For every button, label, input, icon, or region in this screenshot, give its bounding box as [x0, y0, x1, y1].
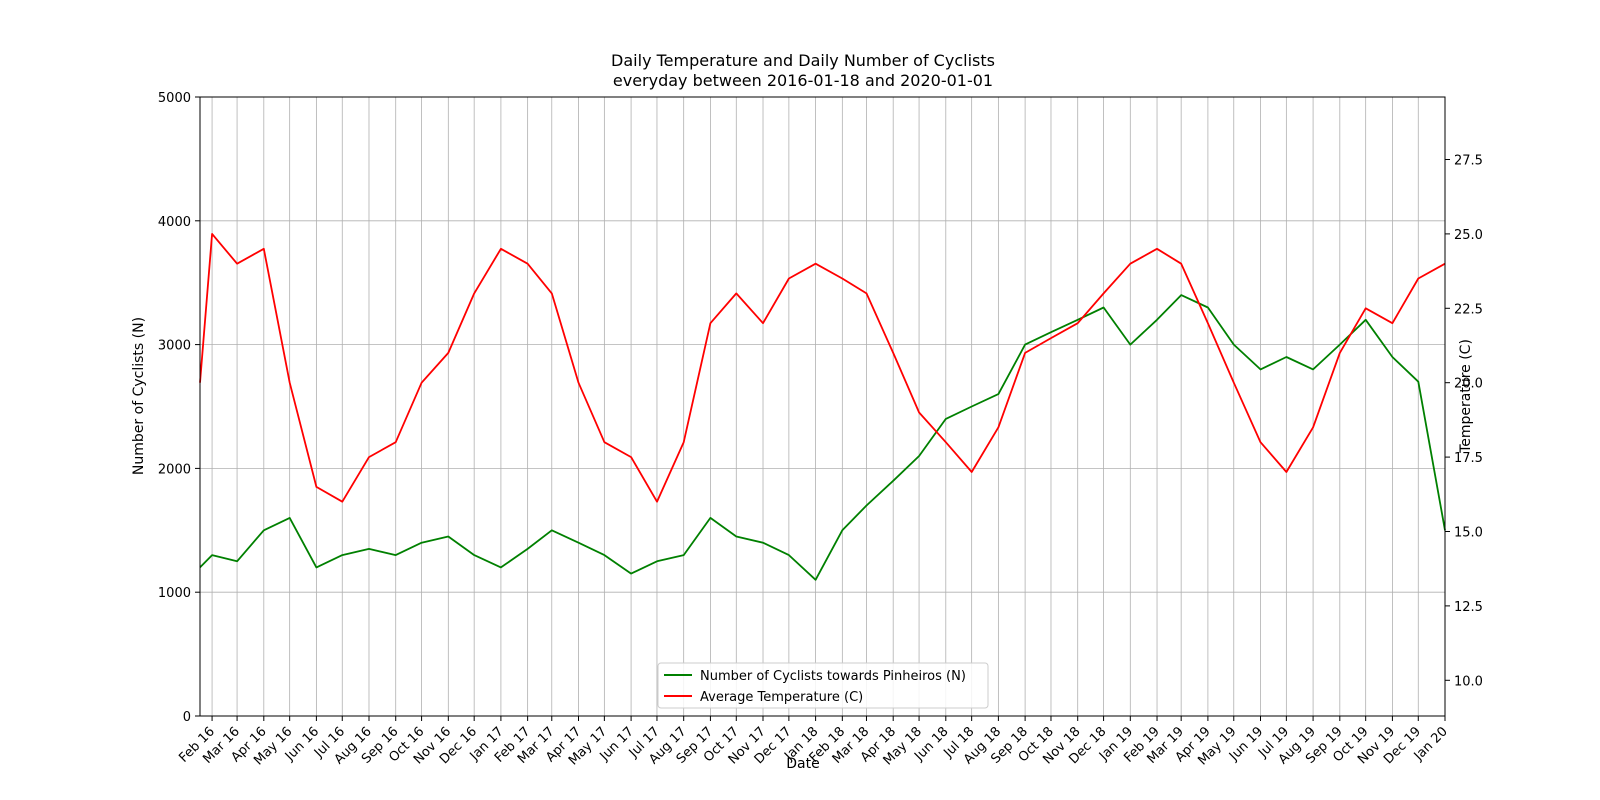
axes	[195, 96, 1450, 721]
y-axis-title: Number of Cyclists (N)	[131, 317, 147, 475]
y2-tick-label: 12.5	[1454, 600, 1483, 615]
plot-frame	[199, 96, 1446, 717]
y-tick-label: 4000	[158, 215, 191, 230]
y2-tick-label: 17.5	[1454, 451, 1483, 466]
y-tick-label: 2000	[158, 462, 191, 477]
y2-tick-label: 27.5	[1454, 153, 1483, 168]
legend: Number of Cyclists towards Pinheiros (N)…	[657, 662, 989, 709]
y2-axis-title: Temperature (C)	[1458, 339, 1474, 454]
legend-label-temperature: Average Temperature (C)	[700, 690, 863, 705]
y2-tick-label: 15.0	[1454, 525, 1483, 540]
series-layer	[199, 232, 1446, 581]
y-tick-label: 3000	[158, 339, 191, 354]
y2-tick-label: 20.0	[1454, 377, 1483, 392]
y-tick-label: 0	[183, 710, 191, 725]
y2-tick-label: 10.0	[1454, 674, 1483, 689]
y2-tick-label: 22.5	[1454, 302, 1483, 317]
series-line-0	[199, 294, 1446, 581]
chart-title: Daily Temperature and Daily Number of Cy…	[611, 51, 995, 70]
legend-label-cyclists: Number of Cyclists towards Pinheiros (N)	[700, 669, 966, 684]
grid-lines	[200, 96, 1446, 717]
series-line-1	[199, 232, 1446, 503]
x-axis-title: Date	[786, 756, 819, 772]
legend-box	[657, 662, 989, 709]
y-tick-label: 5000	[158, 91, 191, 106]
chart-subtitle: everyday between 2016-01-18 and 2020-01-…	[613, 71, 993, 90]
plot-background	[200, 97, 1445, 716]
plot-area	[200, 97, 1445, 716]
y-tick-label: 1000	[158, 586, 191, 601]
y2-tick-label: 25.0	[1454, 228, 1483, 243]
